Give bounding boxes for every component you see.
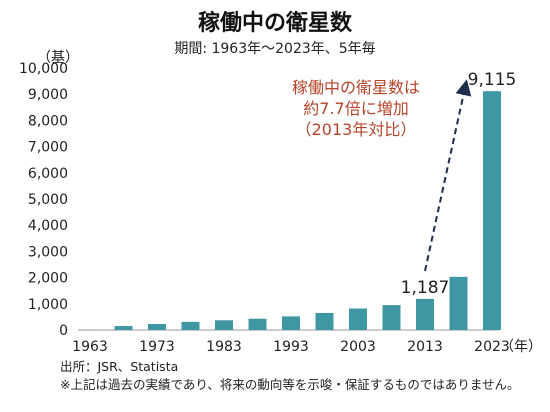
bar [282,316,300,330]
y-tick-label: 9,000 [28,87,68,103]
annotation-line: 約7.7倍に増加 [303,99,408,118]
y-tick-label: 0 [59,323,68,339]
x-tick-label: 2023 [474,339,510,355]
annotation-arrow [424,79,472,272]
data-label: 9,115 [468,70,517,90]
disclaimer-note: ※上記は過去の実績であり、将来の動向等を示唆・保証するものではありません。 [60,377,519,392]
bar [382,305,401,330]
x-axis-unit: （年） [500,339,542,355]
x-tick-label: 1963 [72,339,108,355]
bar [315,312,334,330]
bar [181,321,200,330]
annotation-line: 稼働中の衛星数は [292,78,420,97]
chart-title: 稼働中の衛星数 [198,10,353,36]
bar [483,91,501,330]
y-tick-label: 5,000 [28,192,68,208]
y-axis-unit: （基） [37,49,79,66]
x-tick-label: 1993 [273,339,309,355]
bar [349,308,367,330]
y-tick-label: 10,000 [19,61,68,77]
bars [81,91,501,330]
y-tick-label: 1,000 [28,297,68,313]
data-labels: 1,187 9,115 [401,70,517,298]
y-tick-label: 3,000 [28,244,68,260]
source-note: 出所：JSR、Statista [60,359,178,374]
x-tick-label: 2003 [340,339,376,355]
annotation-line: （2013年対比） [296,120,417,139]
bar [248,318,267,330]
x-tick-label: 2013 [407,339,443,355]
chart-subtitle: 期間: 1963年〜2023年、5年毎 [174,41,375,57]
x-tick-label: 1983 [206,339,242,355]
y-axis-ticks: 0 1,000 2,000 3,000 4,000 5,000 6,000 7,000 8,00… [19,61,68,339]
bar [148,323,166,330]
data-label: 1,187 [401,278,450,298]
bar [416,298,434,330]
y-tick-label: 2,000 [28,271,68,287]
x-tick-label: 1973 [139,339,175,355]
y-tick-label: 6,000 [28,166,68,182]
x-axis-ticks: 1963 1973 1983 1993 2003 2013 2023 [72,339,510,355]
y-tick-label: 4,000 [28,218,68,234]
y-tick-label: 7,000 [28,140,68,156]
bar [449,276,468,330]
y-tick-label: 8,000 [28,113,68,129]
bar [215,320,233,330]
bar [114,326,133,330]
